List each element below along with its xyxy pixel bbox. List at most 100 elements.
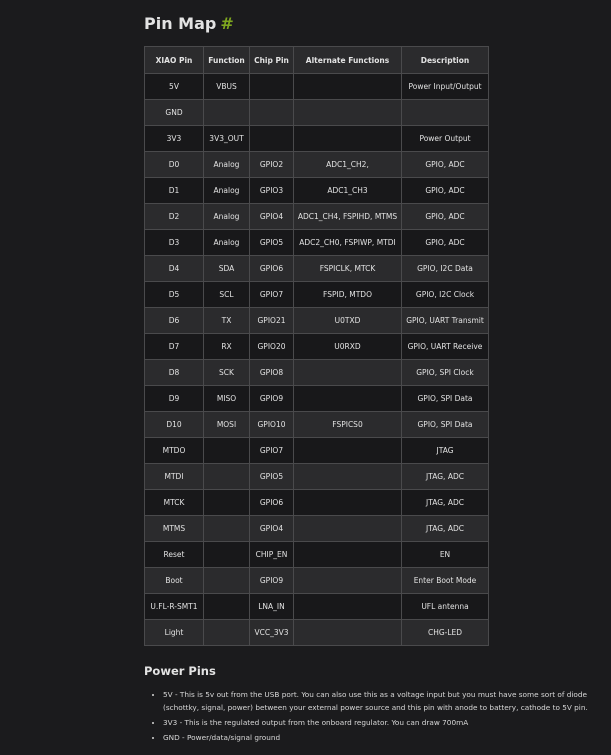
table-row: D9 MISO GPIO9 GPIO, SPI Data — [144, 385, 489, 412]
power-pins-heading: Power Pins — [144, 664, 216, 678]
cell-description: Enter Boot Mode — [401, 567, 489, 594]
table-row: Boot GPIO9 Enter Boot Mode — [144, 567, 489, 594]
cell-function: MOSI — [203, 411, 250, 438]
cell-xiao-pin: D9 — [144, 385, 204, 412]
list-item: 3V3 - This is the regulated output from … — [163, 716, 611, 729]
table-row: 3V3 3V3_OUT Power Output — [144, 125, 489, 152]
cell-chip-pin: CHIP_EN — [249, 541, 294, 568]
cell-chip-pin: GPIO21 — [249, 307, 294, 334]
table-row: D0 Analog GPIO2 ADC1_CH2, GPIO, ADC — [144, 151, 489, 178]
cell-alternate-functions — [293, 515, 402, 542]
cell-chip-pin: VCC_3V3 — [249, 619, 294, 646]
cell-function: SCK — [203, 359, 250, 386]
cell-chip-pin: GPIO8 — [249, 359, 294, 386]
cell-xiao-pin: 3V3 — [144, 125, 204, 152]
table-row: MTMS GPIO4 JTAG, ADC — [144, 515, 489, 542]
cell-chip-pin: GPIO9 — [249, 567, 294, 594]
cell-xiao-pin: D3 — [144, 229, 204, 256]
table-row: 5V VBUS Power Input/Output — [144, 73, 489, 100]
cell-function — [203, 619, 250, 646]
cell-chip-pin: LNA_IN — [249, 593, 294, 620]
cell-function: VBUS — [203, 73, 250, 100]
cell-description: GPIO, I2C Clock — [401, 281, 489, 308]
cell-xiao-pin: GND — [144, 99, 204, 126]
cell-description: GPIO, UART Transmit — [401, 307, 489, 334]
cell-alternate-functions — [293, 73, 402, 100]
table-row: D7 RX GPIO20 U0RXD GPIO, UART Receive — [144, 333, 489, 360]
cell-description: GPIO, I2C Data — [401, 255, 489, 282]
cell-function: Analog — [203, 203, 250, 230]
cell-alternate-functions — [293, 385, 402, 412]
cell-description — [401, 99, 489, 126]
cell-function: Analog — [203, 151, 250, 178]
cell-description: EN — [401, 541, 489, 568]
cell-xiao-pin: MTMS — [144, 515, 204, 542]
cell-description: Power Input/Output — [401, 73, 489, 100]
cell-xiao-pin: D8 — [144, 359, 204, 386]
cell-xiao-pin: D5 — [144, 281, 204, 308]
cell-alternate-functions: ADC1_CH4, FSPIHD, MTMS — [293, 203, 402, 230]
cell-chip-pin: GPIO4 — [249, 203, 294, 230]
pin-map-table: XIAO Pin Function Chip Pin Alternate Functi… — [144, 46, 489, 646]
cell-description: GPIO, ADC — [401, 229, 489, 256]
cell-description: CHG-LED — [401, 619, 489, 646]
cell-alternate-functions — [293, 593, 402, 620]
column-header-xiao-pin: XIAO Pin — [144, 46, 204, 74]
cell-xiao-pin: MTDI — [144, 463, 204, 490]
cell-function: MISO — [203, 385, 250, 412]
cell-alternate-functions: U0RXD — [293, 333, 402, 360]
cell-xiao-pin: U.FL-R-SMT1 — [144, 593, 204, 620]
table-row: D6 TX GPIO21 U0TXD GPIO, UART Transmit — [144, 307, 489, 334]
cell-xiao-pin: Boot — [144, 567, 204, 594]
table-row: U.FL-R-SMT1 LNA_IN UFL antenna — [144, 593, 489, 620]
cell-function: SCL — [203, 281, 250, 308]
cell-xiao-pin: Light — [144, 619, 204, 646]
cell-alternate-functions — [293, 489, 402, 516]
cell-alternate-functions — [293, 541, 402, 568]
cell-xiao-pin: D0 — [144, 151, 204, 178]
cell-chip-pin: GPIO6 — [249, 489, 294, 516]
cell-xiao-pin: Reset — [144, 541, 204, 568]
cell-chip-pin — [249, 73, 294, 100]
cell-alternate-functions: ADC2_CH0, FSPIWP, MTDI — [293, 229, 402, 256]
title-text: Pin Map — [144, 14, 217, 33]
cell-alternate-functions — [293, 567, 402, 594]
cell-function — [203, 515, 250, 542]
table-row: Reset CHIP_EN EN — [144, 541, 489, 568]
cell-chip-pin: GPIO4 — [249, 515, 294, 542]
cell-description: GPIO, ADC — [401, 203, 489, 230]
cell-description: JTAG — [401, 437, 489, 464]
table-row: D4 SDA GPIO6 FSPICLK, MTCK GPIO, I2C Data — [144, 255, 489, 282]
cell-alternate-functions — [293, 359, 402, 386]
cell-description: GPIO, ADC — [401, 151, 489, 178]
cell-xiao-pin: 5V — [144, 73, 204, 100]
cell-alternate-functions: FSPICS0 — [293, 411, 402, 438]
cell-chip-pin: GPIO2 — [249, 151, 294, 178]
column-header-description: Description — [401, 46, 489, 74]
cell-chip-pin: GPIO5 — [249, 463, 294, 490]
cell-chip-pin: GPIO6 — [249, 255, 294, 282]
cell-xiao-pin: D6 — [144, 307, 204, 334]
cell-chip-pin: GPIO5 — [249, 229, 294, 256]
cell-function — [203, 489, 250, 516]
cell-chip-pin: GPIO9 — [249, 385, 294, 412]
table-row: Light VCC_3V3 CHG-LED — [144, 619, 489, 646]
table-row: MTDO GPIO7 JTAG — [144, 437, 489, 464]
cell-xiao-pin: MTCK — [144, 489, 204, 516]
cell-function: Analog — [203, 177, 250, 204]
cell-chip-pin: GPIO7 — [249, 281, 294, 308]
cell-xiao-pin: D10 — [144, 411, 204, 438]
column-header-function: Function — [203, 46, 250, 74]
cell-alternate-functions: FSPID, MTDO — [293, 281, 402, 308]
cell-description: UFL antenna — [401, 593, 489, 620]
cell-alternate-functions — [293, 125, 402, 152]
table-row: D1 Analog GPIO3 ADC1_CH3 GPIO, ADC — [144, 177, 489, 204]
cell-description: JTAG, ADC — [401, 463, 489, 490]
page-title: Pin Map # — [144, 14, 234, 33]
table-row: D3 Analog GPIO5 ADC2_CH0, FSPIWP, MTDI GPIO,… — [144, 229, 489, 256]
cell-alternate-functions: ADC1_CH3 — [293, 177, 402, 204]
cell-function — [203, 567, 250, 594]
cell-function — [203, 437, 250, 464]
table-row: D2 Analog GPIO4 ADC1_CH4, FSPIHD, MTMS GPIO,… — [144, 203, 489, 230]
heading-anchor-link[interactable]: # — [220, 14, 234, 33]
